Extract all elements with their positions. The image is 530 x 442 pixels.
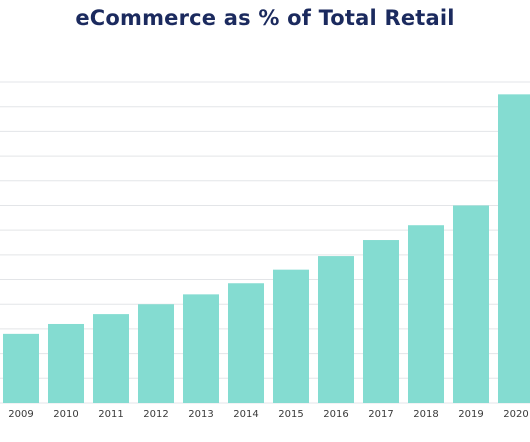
x-tick-label-2015: 2015	[278, 409, 303, 420]
bars	[3, 94, 530, 403]
x-tick-label-2018: 2018	[413, 409, 438, 420]
bar-2017	[363, 240, 399, 403]
x-tick-labels: 2009 2010 2011 2012 2013 2014 2015 2016 2017 2018…	[8, 409, 528, 420]
x-tick-label-2014: 2014	[233, 409, 258, 420]
x-tick-label-2019: 2019	[458, 409, 483, 420]
bar-2011	[93, 314, 129, 403]
x-tick-label-2011: 2011	[98, 409, 123, 420]
x-tick-label-2009: 2009	[8, 409, 33, 420]
chart-title: eCommerce as % of Total Retail	[75, 6, 455, 30]
bar-2019	[453, 205, 489, 403]
bar-2018	[408, 225, 444, 403]
bar-2015	[273, 269, 309, 403]
x-tick-label-2020: 2020	[503, 409, 528, 420]
x-tick-label-2010: 2010	[53, 409, 78, 420]
x-tick-label-2013: 2013	[188, 409, 213, 420]
x-tick-label-2016: 2016	[323, 409, 348, 420]
bar-2020	[498, 94, 530, 403]
bar-2009	[3, 333, 39, 403]
bar-2014	[228, 283, 264, 403]
x-tick-label-2012: 2012	[143, 409, 168, 420]
bar-2010	[48, 323, 84, 403]
gridlines	[0, 81, 530, 404]
x-tick-label-2017: 2017	[368, 409, 393, 420]
bar-2016	[318, 256, 354, 403]
bar-2012	[138, 304, 174, 403]
bar-2013	[183, 294, 219, 403]
